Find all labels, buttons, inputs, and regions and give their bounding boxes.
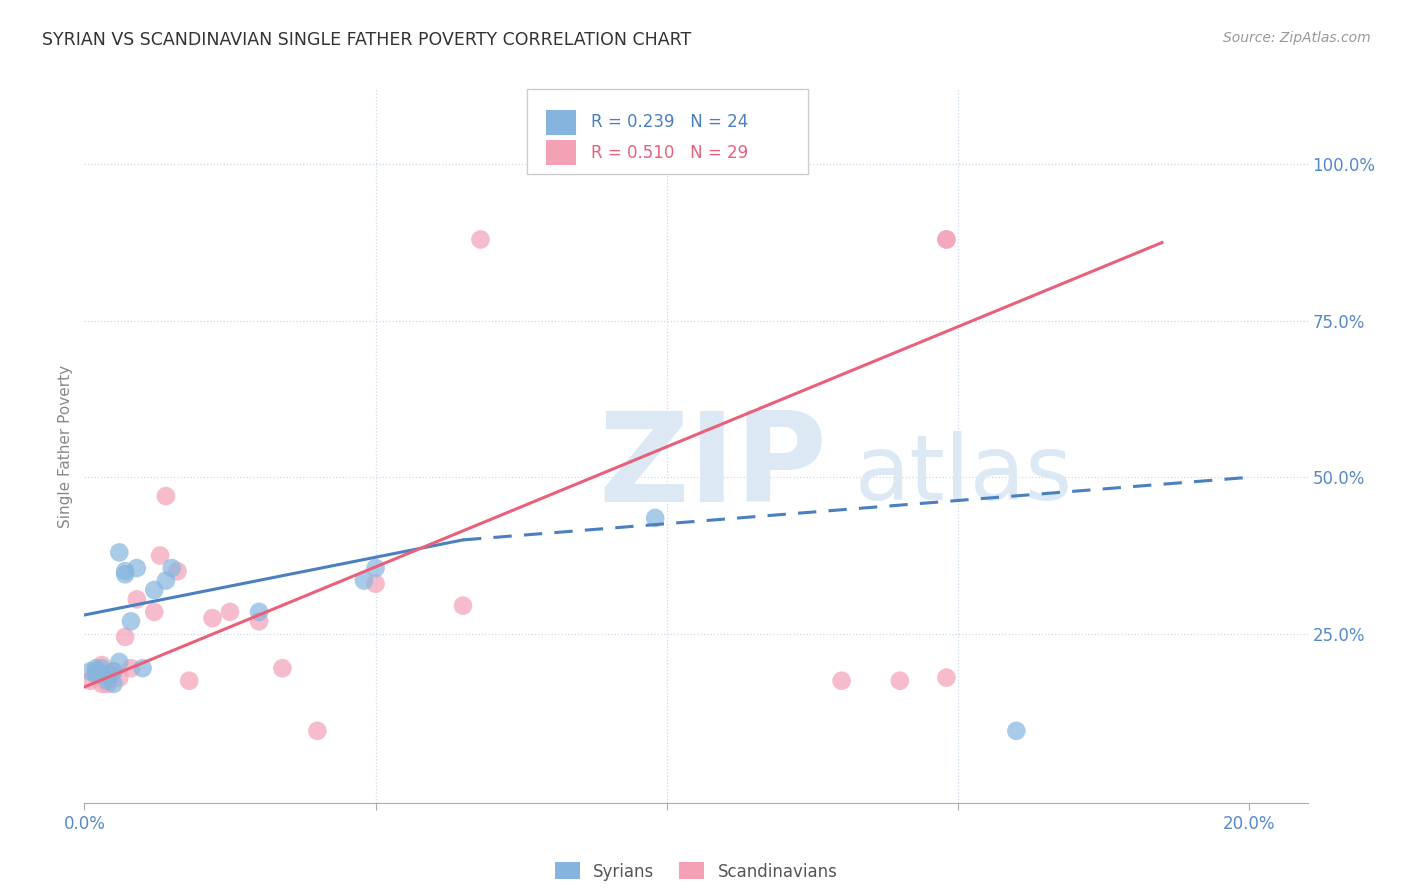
Point [120,614,142,628]
Point [831,673,853,688]
Point [1005,723,1028,738]
Point [97,677,120,691]
Point [114,567,136,582]
Point [114,564,136,578]
Point [114,630,136,644]
Point [364,561,387,575]
Point [131,661,153,675]
Point [935,671,957,685]
Point [935,232,957,246]
Point [125,561,148,575]
Point [353,574,375,588]
Point [103,677,125,691]
Point [644,511,666,525]
Point [84,661,107,675]
Point [79,665,101,679]
Point [97,667,120,681]
Text: ZIP: ZIP [598,407,827,528]
Point [155,489,177,503]
Y-axis label: Single Father Poverty: Single Father Poverty [58,365,73,527]
Point [247,614,270,628]
Point [143,605,166,619]
Point [125,592,148,607]
Point [166,564,188,578]
Point [108,655,131,669]
Point [143,582,166,597]
Point [160,561,183,575]
Text: SYRIAN VS SCANDINAVIAN SINGLE FATHER POVERTY CORRELATION CHART: SYRIAN VS SCANDINAVIAN SINGLE FATHER POV… [42,31,692,49]
Text: atlas: atlas [855,431,1073,518]
Point [103,665,125,679]
Point [108,545,131,559]
Point [155,574,177,588]
Point [90,661,112,675]
Text: R = 0.510   N = 29: R = 0.510 N = 29 [591,144,748,161]
Point [935,232,957,246]
Point [120,661,142,675]
Point [271,661,294,675]
Point [103,665,125,679]
Point [219,605,242,619]
Point [201,611,224,625]
Point [889,673,911,688]
Point [90,658,112,673]
Text: Source: ZipAtlas.com: Source: ZipAtlas.com [1223,31,1371,45]
Legend: Syrians, Scandinavians: Syrians, Scandinavians [548,855,844,888]
Text: R = 0.239   N = 24: R = 0.239 N = 24 [591,113,748,131]
Point [179,673,201,688]
Point [451,599,474,613]
Point [364,576,387,591]
Point [90,667,112,681]
Point [79,673,101,688]
Point [84,667,107,681]
Point [84,667,107,681]
Point [149,549,172,563]
Point [84,665,107,679]
Point [97,673,120,688]
Point [108,671,131,685]
Point [90,677,112,691]
Point [247,605,270,619]
Point [307,723,329,738]
Point [470,232,492,246]
